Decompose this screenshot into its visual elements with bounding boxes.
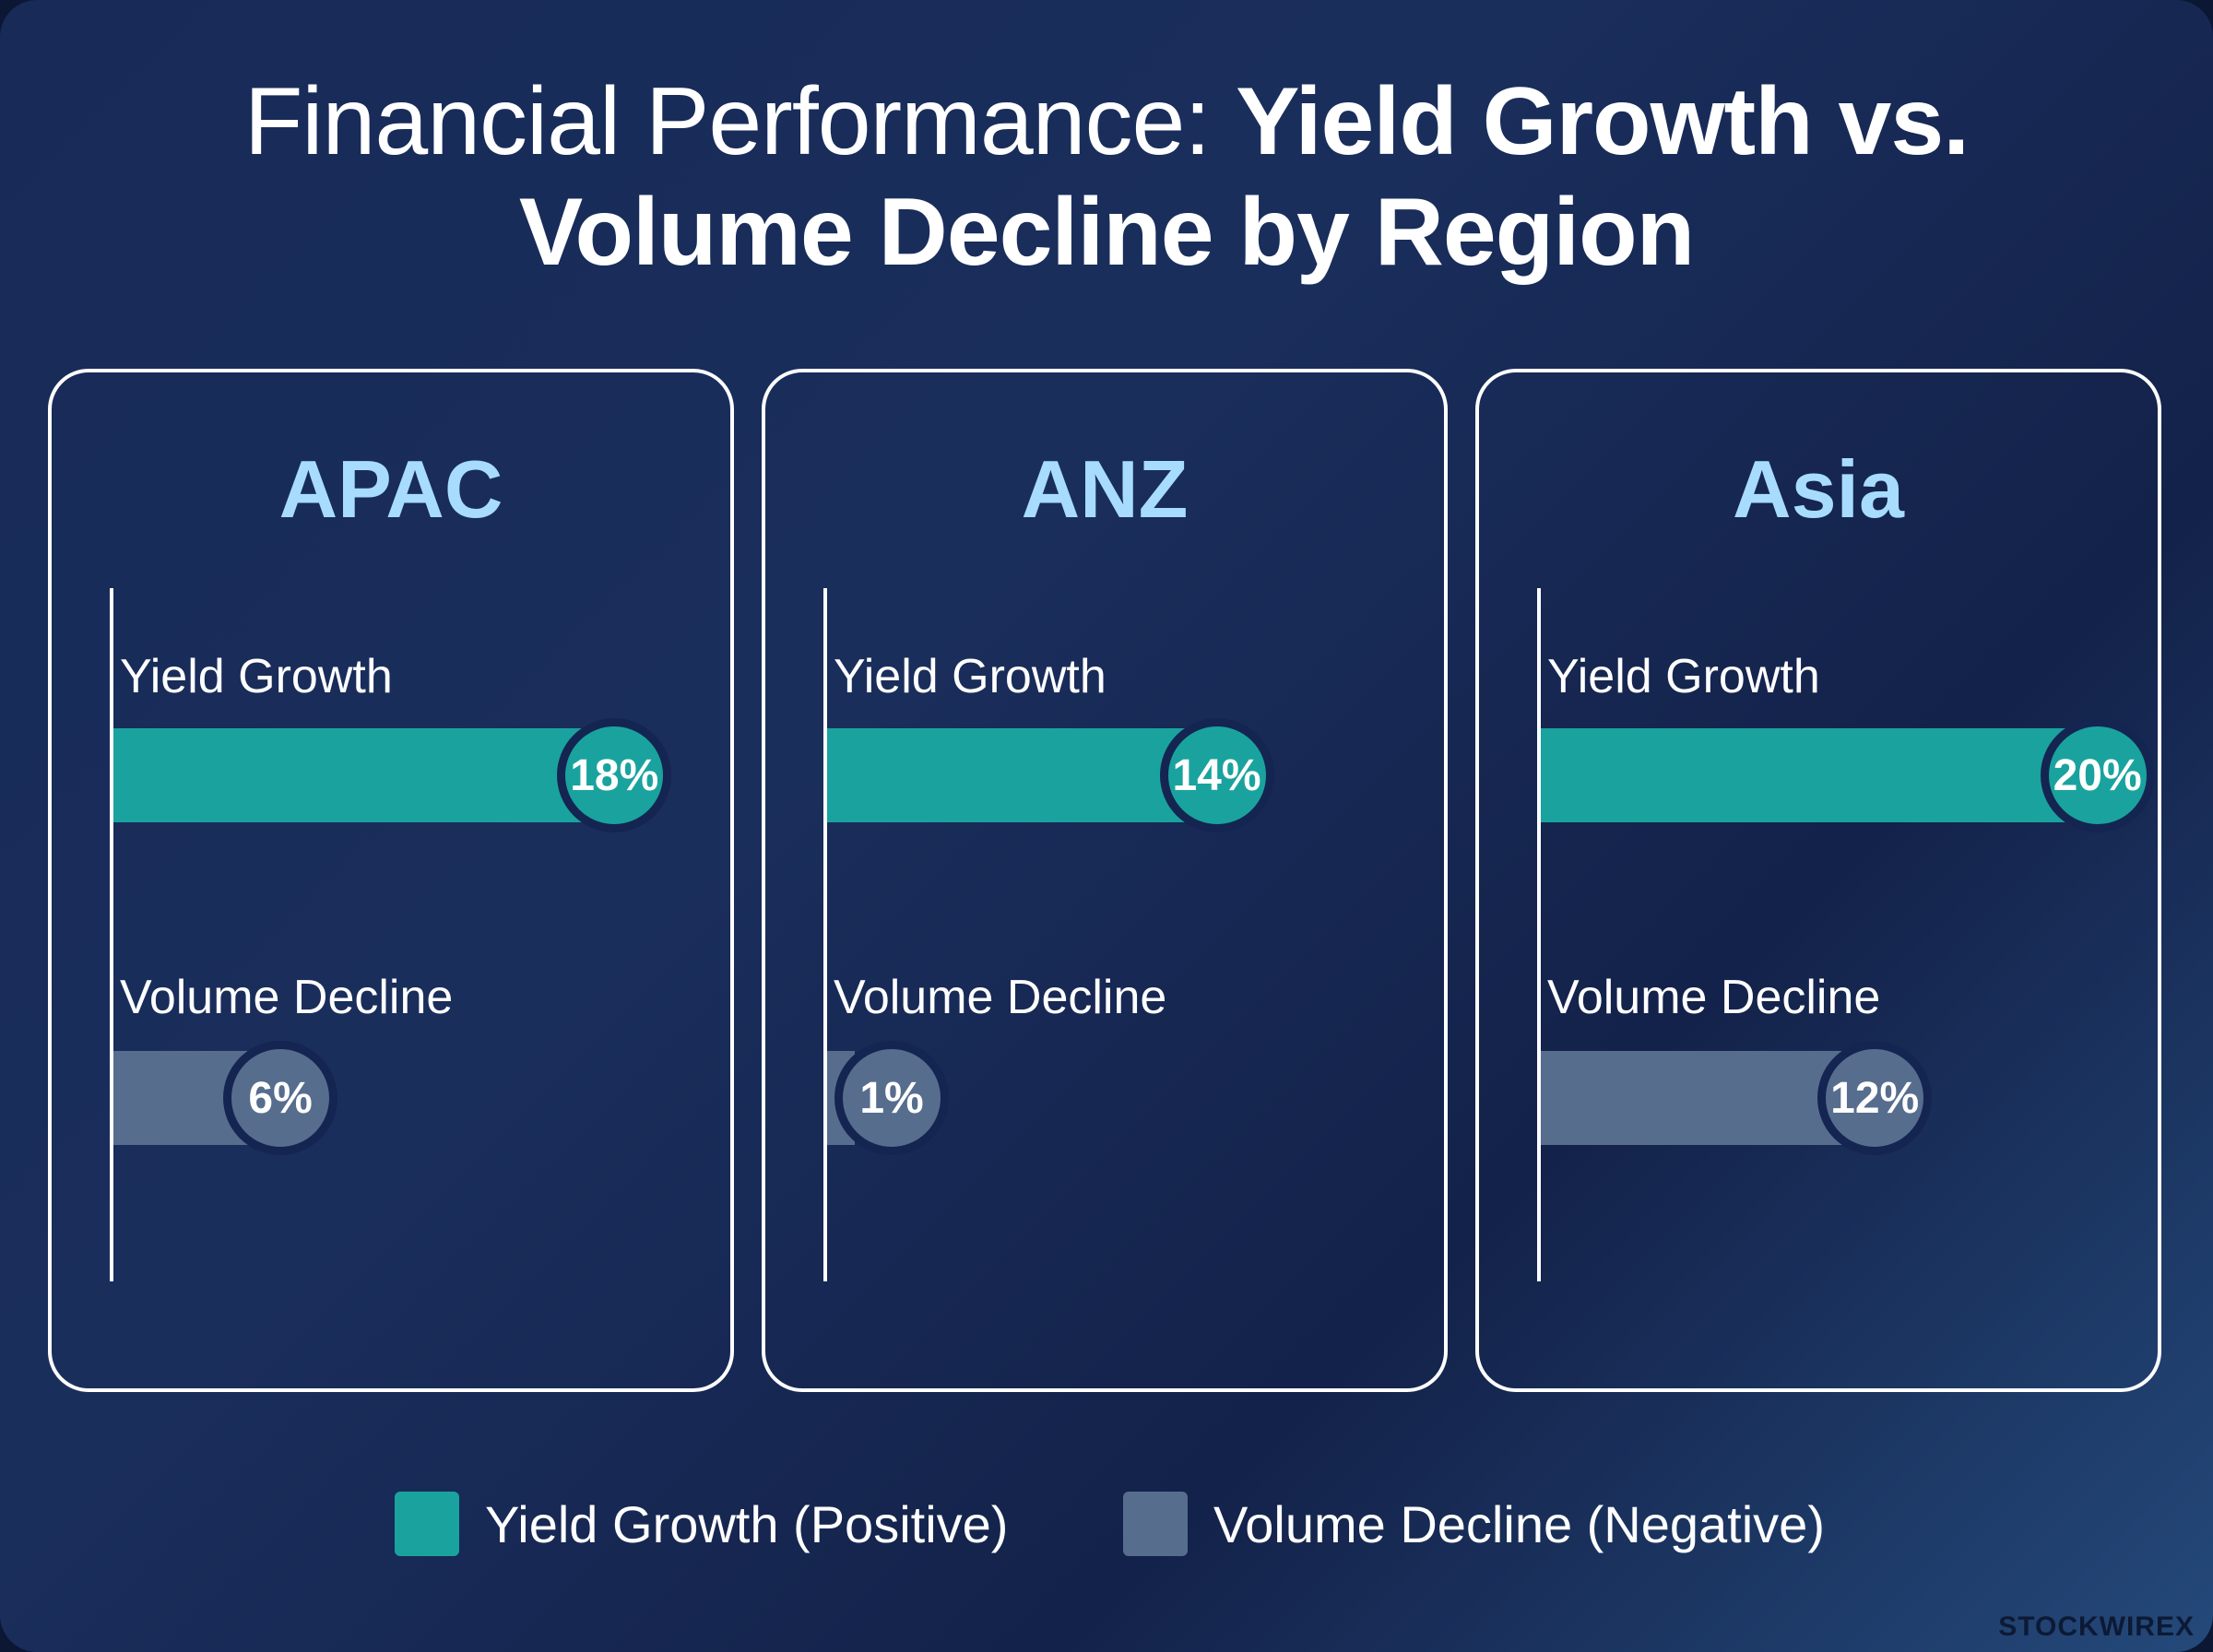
title-light: Financial Performance: xyxy=(243,68,1237,175)
bar-yield-asia xyxy=(1541,728,2098,822)
axis-line xyxy=(823,588,827,1281)
panel-asia: Asia Yield Growth 20% Volume Decline 12% xyxy=(1475,369,2161,1392)
title-bold-line2: Volume Decline by Region xyxy=(518,179,1695,286)
axis-line xyxy=(1537,588,1541,1281)
metric-label-volume: Volume Decline xyxy=(120,971,454,1024)
bar-yield-apac xyxy=(113,728,615,822)
legend-item-volume: Volume Decline (Negative) xyxy=(1123,1492,1825,1556)
value-label-yield-asia: 20% xyxy=(2040,718,2155,832)
panel-title-anz: ANZ xyxy=(1021,443,1189,535)
watermark-logo: STOCKWIREX xyxy=(1998,1611,2195,1642)
panel-title-apac: APAC xyxy=(278,443,503,535)
value-label-yield-apac: 18% xyxy=(557,718,672,832)
legend-label-volume: Volume Decline (Negative) xyxy=(1213,1494,1825,1553)
metric-label-volume: Volume Decline xyxy=(1547,971,1881,1024)
title-bold-line1: Yield Growth vs. xyxy=(1236,68,1970,175)
metric-label-yield: Yield Growth xyxy=(120,650,393,703)
bar-yield-anz xyxy=(827,728,1217,822)
panel-apac: APAC Yield Growth 18% Volume Decline 6% xyxy=(48,369,734,1392)
metric-label-volume: Volume Decline xyxy=(834,971,1167,1024)
legend-swatch-volume xyxy=(1123,1492,1188,1556)
legend-item-yield: Yield Growth (Positive) xyxy=(395,1492,1008,1556)
value-label-yield-anz: 14% xyxy=(1159,718,1274,832)
value-label-volume-anz: 1% xyxy=(834,1041,949,1155)
metric-label-yield: Yield Growth xyxy=(834,650,1106,703)
legend-swatch-yield xyxy=(395,1492,459,1556)
value-label-volume-asia: 12% xyxy=(1817,1041,1933,1155)
axis-line xyxy=(110,588,113,1281)
panel-title-asia: Asia xyxy=(1733,443,1904,535)
value-label-volume-apac: 6% xyxy=(223,1041,338,1155)
chart-title: Financial Performance: Yield Growth vs. … xyxy=(0,66,2213,288)
metric-label-yield: Yield Growth xyxy=(1547,650,1820,703)
panel-anz: ANZ Yield Growth 14% Volume Decline 1% xyxy=(762,369,1448,1392)
legend-label-yield: Yield Growth (Positive) xyxy=(485,1494,1009,1553)
legend: Yield Growth (Positive) Volume Decline (… xyxy=(0,1492,2213,1556)
